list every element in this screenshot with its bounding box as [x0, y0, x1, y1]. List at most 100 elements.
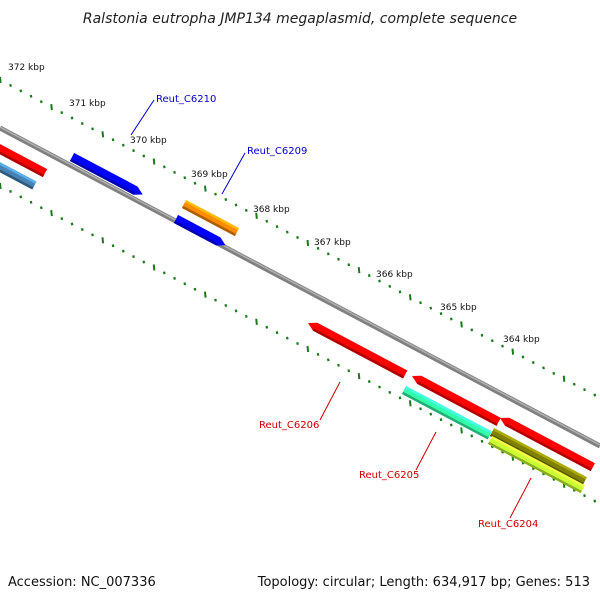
inner-tick-mark [439, 418, 443, 422]
outer-tick-mark [347, 263, 351, 267]
gene-feature-red-right [500, 417, 595, 472]
gene-feature-reut-c6210-shadow [69, 158, 135, 195]
gene-label-reut-c6204[interactable]: Reut_C6204 [478, 519, 538, 530]
gene-label-reut-c6205[interactable]: Reut_C6205 [359, 470, 419, 481]
inner-tick-mark [593, 499, 597, 503]
kbp-tick-label: 372 kbp [8, 63, 45, 73]
gene-feature-reut-c6209-highlight [176, 215, 221, 240]
outer-tick-mark [132, 149, 135, 153]
outer-tick-mark [326, 252, 330, 256]
gene-feature-reut-c6209 [173, 215, 226, 246]
gene-label-reut-c6209[interactable]: Reut_C6209 [247, 146, 307, 157]
outer-tick-mark [408, 294, 412, 301]
outer-tick-mark [101, 131, 105, 138]
inner-tick-mark [316, 352, 320, 356]
outer-tick-mark [173, 170, 176, 174]
gene-label-reut-c6206[interactable]: Reut_C6206 [259, 420, 319, 431]
outer-tick-mark [214, 192, 217, 196]
map-title: Ralstonia eutropha JMP134 megaplasmid, c… [83, 11, 517, 27]
gene-feature-reut-c6205-highlight [404, 386, 492, 434]
outer-tick-mark [367, 274, 371, 278]
outer-tick-mark [224, 198, 228, 202]
inner-tick-mark [224, 304, 228, 308]
inner-tick-mark [408, 400, 412, 407]
gene-labels: Reut_C6210 Reut_C6209 Reut_C6206 Reut_C6… [156, 94, 538, 530]
outer-tick-mark [419, 301, 422, 305]
gene-feature-reut-c6204-dark-body [489, 428, 587, 486]
inner-tick-mark [214, 298, 217, 302]
outer-tick-mark [19, 89, 23, 93]
inner-tick-mark [285, 336, 289, 340]
inner-tick-mark [429, 412, 433, 416]
gene-feature-orange-highlight [184, 200, 240, 231]
gene-feature-red-mid [412, 375, 501, 426]
outer-tick-mark [562, 375, 566, 382]
outer-tick-mark [50, 104, 53, 111]
inner-tick-track [0, 182, 597, 503]
kbp-tick-label: 371 kbp [69, 99, 106, 109]
kbp-tick-label: 364 kbp [503, 335, 540, 345]
inner-tick-mark [152, 264, 156, 271]
inner-tick-mark [50, 210, 53, 217]
gene-feature-orange-shadow [181, 205, 237, 237]
gene-feature-reut-c6206-shadow [313, 328, 405, 379]
accession-text: Accession: NC_007336 [8, 575, 156, 590]
gene-feature-reut-c6209-shadow [173, 220, 218, 246]
inner-tick-mark [60, 217, 64, 221]
gene-feature-red-mid-body [412, 375, 501, 426]
gene-feature-steel-left-shadow [0, 169, 34, 190]
inner-tick-mark [142, 260, 146, 264]
outer-tick-mark [388, 284, 392, 288]
gene-feature-red-mid-highlight [420, 375, 501, 421]
gene-feature-reut-c6205-shadow [401, 391, 489, 440]
gene-feature-reut-c6206 [308, 322, 408, 379]
inner-tick-mark [80, 227, 84, 231]
outer-tick-mark [531, 360, 535, 364]
outer-tick-mark [244, 208, 248, 212]
gene-feature-steel-left [0, 162, 37, 190]
inner-tick-mark [378, 385, 381, 389]
inner-tick-mark [121, 249, 125, 253]
inner-tick-mark [255, 318, 258, 325]
outer-tick-mark [111, 138, 115, 142]
outer-tick-mark [183, 176, 187, 180]
outer-tick-mark [583, 388, 586, 392]
kbp-tick-label: 368 kbp [253, 205, 290, 215]
gene-feature-orange-body [181, 200, 240, 237]
outer-tick-mark [593, 393, 597, 397]
outer-tick-mark [80, 121, 84, 125]
outer-tick-mark [490, 339, 494, 343]
outer-tick-mark [285, 230, 289, 234]
outer-tick-mark [470, 328, 474, 332]
inner-tick-mark [306, 345, 310, 353]
kbp-tick-label: 365 kbp [440, 303, 477, 313]
outer-tick-mark [542, 366, 545, 370]
kbp-tick-label: 366 kbp [376, 270, 413, 280]
inner-tick-mark [244, 314, 248, 318]
gene-features [0, 144, 595, 494]
outer-tick-mark [39, 100, 43, 104]
gene-feature-reut-c6204 [487, 436, 585, 494]
inner-tick-mark [0, 182, 2, 190]
inner-tick-mark [480, 439, 484, 443]
gene-feature-reut-c6205 [401, 386, 492, 440]
gene-feature-red-left [0, 144, 48, 178]
gene-label-reut-c6210[interactable]: Reut_C6210 [156, 94, 216, 105]
inner-tick-mark [111, 244, 115, 248]
outer-tick-mark [265, 219, 269, 223]
outer-tick-mark [449, 317, 453, 321]
outer-tick-mark [439, 312, 443, 316]
inner-tick-mark [19, 195, 23, 199]
gene-feature-red-right-highlight [508, 417, 595, 466]
kbp-tick-label: 367 kbp [314, 238, 351, 248]
gene-feature-red-left-highlight [0, 144, 48, 172]
outer-tick-mark [398, 290, 402, 294]
gene-feature-reut-c6204-shadow [487, 441, 582, 494]
outer-tick-mark [337, 257, 340, 261]
gene-feature-reut-c6209-body [173, 215, 226, 246]
inner-tick-mark [347, 369, 351, 373]
outer-tick-mark [501, 344, 504, 348]
outer-tick-mark [0, 76, 2, 84]
inner-tick-mark [234, 309, 238, 313]
